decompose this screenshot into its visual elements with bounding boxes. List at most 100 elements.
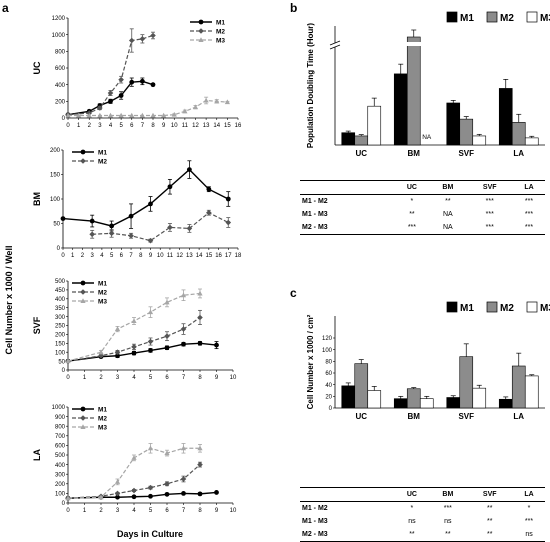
y-tick-label: 50 bbox=[58, 359, 65, 365]
data-point-m1 bbox=[181, 341, 186, 347]
y-tick-label: 0 bbox=[329, 406, 333, 412]
series-line-m1 bbox=[67, 342, 217, 362]
data-point-m2 bbox=[131, 487, 137, 494]
y-tick-label: 80 bbox=[325, 360, 332, 366]
x-tick-label: 2 bbox=[99, 508, 103, 514]
bar-m2 bbox=[354, 135, 369, 146]
bar-m2 bbox=[511, 122, 526, 146]
bar-m1 bbox=[498, 398, 513, 409]
data-point-m1 bbox=[148, 201, 153, 207]
table-cell: *** bbox=[443, 505, 452, 512]
x-tick-label: 7 bbox=[182, 375, 186, 381]
legend-marker-m2 bbox=[198, 28, 204, 34]
y-tick-label: 60 bbox=[325, 371, 332, 377]
legend-swatch-m3 bbox=[526, 301, 538, 313]
data-point-m2 bbox=[164, 481, 170, 487]
x-tick-label: 10 bbox=[157, 253, 164, 259]
data-point-m3 bbox=[203, 97, 209, 103]
data-point-m2 bbox=[118, 76, 124, 83]
legend-label-m3: M3 bbox=[540, 13, 550, 24]
table-c-header-bm: BM bbox=[429, 488, 467, 502]
data-point-m3 bbox=[65, 358, 71, 364]
table-c-header-blank bbox=[300, 488, 395, 502]
table-b-header: UC BM SVF LA bbox=[300, 181, 545, 195]
data-point-m2 bbox=[89, 231, 95, 238]
data-point-m3 bbox=[139, 112, 145, 118]
data-point-m1 bbox=[206, 186, 212, 192]
data-point-m1 bbox=[214, 342, 219, 348]
data-point-m1 bbox=[167, 184, 173, 190]
data-point-m3 bbox=[98, 349, 104, 355]
table-b-header-la: LA bbox=[513, 181, 545, 195]
table-cell: M2 - M3 bbox=[302, 531, 328, 538]
panel-label-c: c bbox=[290, 286, 297, 300]
data-point-m2 bbox=[197, 314, 203, 321]
series-line-m2 bbox=[92, 212, 229, 242]
na-annotation: NA bbox=[422, 134, 432, 141]
y-tick-label: 150 bbox=[55, 342, 66, 348]
data-point-m2 bbox=[150, 32, 156, 39]
data-point-m2 bbox=[180, 326, 187, 332]
x-tick-label: 18 bbox=[235, 253, 242, 259]
data-point-m1 bbox=[197, 340, 203, 346]
x-tick-label: 6 bbox=[165, 508, 169, 514]
left-ylabel: Cell Number x 1000 / Well bbox=[4, 246, 14, 355]
legend-label-m2: M2 bbox=[500, 303, 514, 314]
data-point-m1 bbox=[128, 213, 134, 219]
series-line-m1 bbox=[67, 80, 154, 116]
x-tick-label: 1 bbox=[83, 508, 87, 514]
y-tick-label: 20 bbox=[325, 395, 332, 401]
data-point-m1 bbox=[181, 491, 186, 496]
legend-label-m3: M3 bbox=[98, 299, 107, 306]
legend-marker-m1 bbox=[80, 406, 86, 412]
y-tick-label: 400 bbox=[55, 463, 66, 469]
data-point-m2 bbox=[225, 219, 232, 226]
y-tick-label: 1000 bbox=[52, 33, 66, 39]
y-tick-label: 50 bbox=[53, 222, 60, 228]
x-tick-label: 6 bbox=[130, 123, 134, 129]
data-point-m1 bbox=[129, 79, 135, 85]
y-tick-label: 450 bbox=[55, 288, 66, 294]
x-tick-label: 6 bbox=[120, 253, 124, 259]
panel-ylabel: LA bbox=[32, 449, 42, 461]
data-point-m3 bbox=[147, 445, 154, 451]
table-cell: *** bbox=[485, 198, 494, 205]
legend-marker-m1 bbox=[198, 19, 204, 25]
data-point-m1 bbox=[89, 218, 95, 224]
data-point-m1 bbox=[131, 494, 137, 500]
table-cell: *** bbox=[524, 518, 534, 525]
table-cell: ** bbox=[445, 531, 451, 538]
data-point-m2 bbox=[97, 105, 103, 111]
data-point-m2 bbox=[114, 349, 121, 355]
category-label: UC bbox=[355, 149, 367, 158]
x-tick-label: 8 bbox=[151, 123, 155, 129]
bar-m1 bbox=[393, 398, 408, 409]
left-xlabel: Days in Culture bbox=[117, 529, 183, 539]
legend-swatch-m1 bbox=[446, 11, 458, 23]
data-point-m3 bbox=[131, 455, 137, 460]
y-tick-label: 1000 bbox=[52, 405, 66, 411]
data-point-m1 bbox=[115, 494, 120, 500]
table-c-header: UC BM SVF LA bbox=[300, 488, 545, 502]
table-row: M2 - M3 *** NA *** *** bbox=[300, 221, 545, 234]
x-tick-label: 1 bbox=[77, 123, 81, 129]
table-cell: *** bbox=[524, 211, 534, 218]
x-tick-label: 8 bbox=[139, 253, 143, 259]
data-point-m2 bbox=[108, 230, 115, 237]
table-b-header-bm: BM bbox=[429, 181, 467, 195]
data-point-m3 bbox=[97, 112, 103, 118]
data-point-m3 bbox=[65, 112, 71, 118]
table-cell: ns bbox=[408, 518, 416, 525]
x-tick-label: 14 bbox=[196, 253, 203, 259]
y-tick-label: 300 bbox=[55, 315, 66, 321]
data-point-m1 bbox=[148, 348, 153, 353]
table-row: M1 - M3 ns ns ** *** bbox=[300, 515, 545, 528]
series-line-m3 bbox=[68, 99, 228, 117]
table-c-header-uc: UC bbox=[394, 488, 430, 502]
legend-label-m1: M1 bbox=[98, 281, 107, 288]
x-tick-label: 14 bbox=[213, 123, 220, 129]
legend-label-m2: M2 bbox=[500, 13, 514, 24]
x-tick-label: 3 bbox=[116, 375, 120, 381]
bar-m3 bbox=[524, 375, 539, 409]
